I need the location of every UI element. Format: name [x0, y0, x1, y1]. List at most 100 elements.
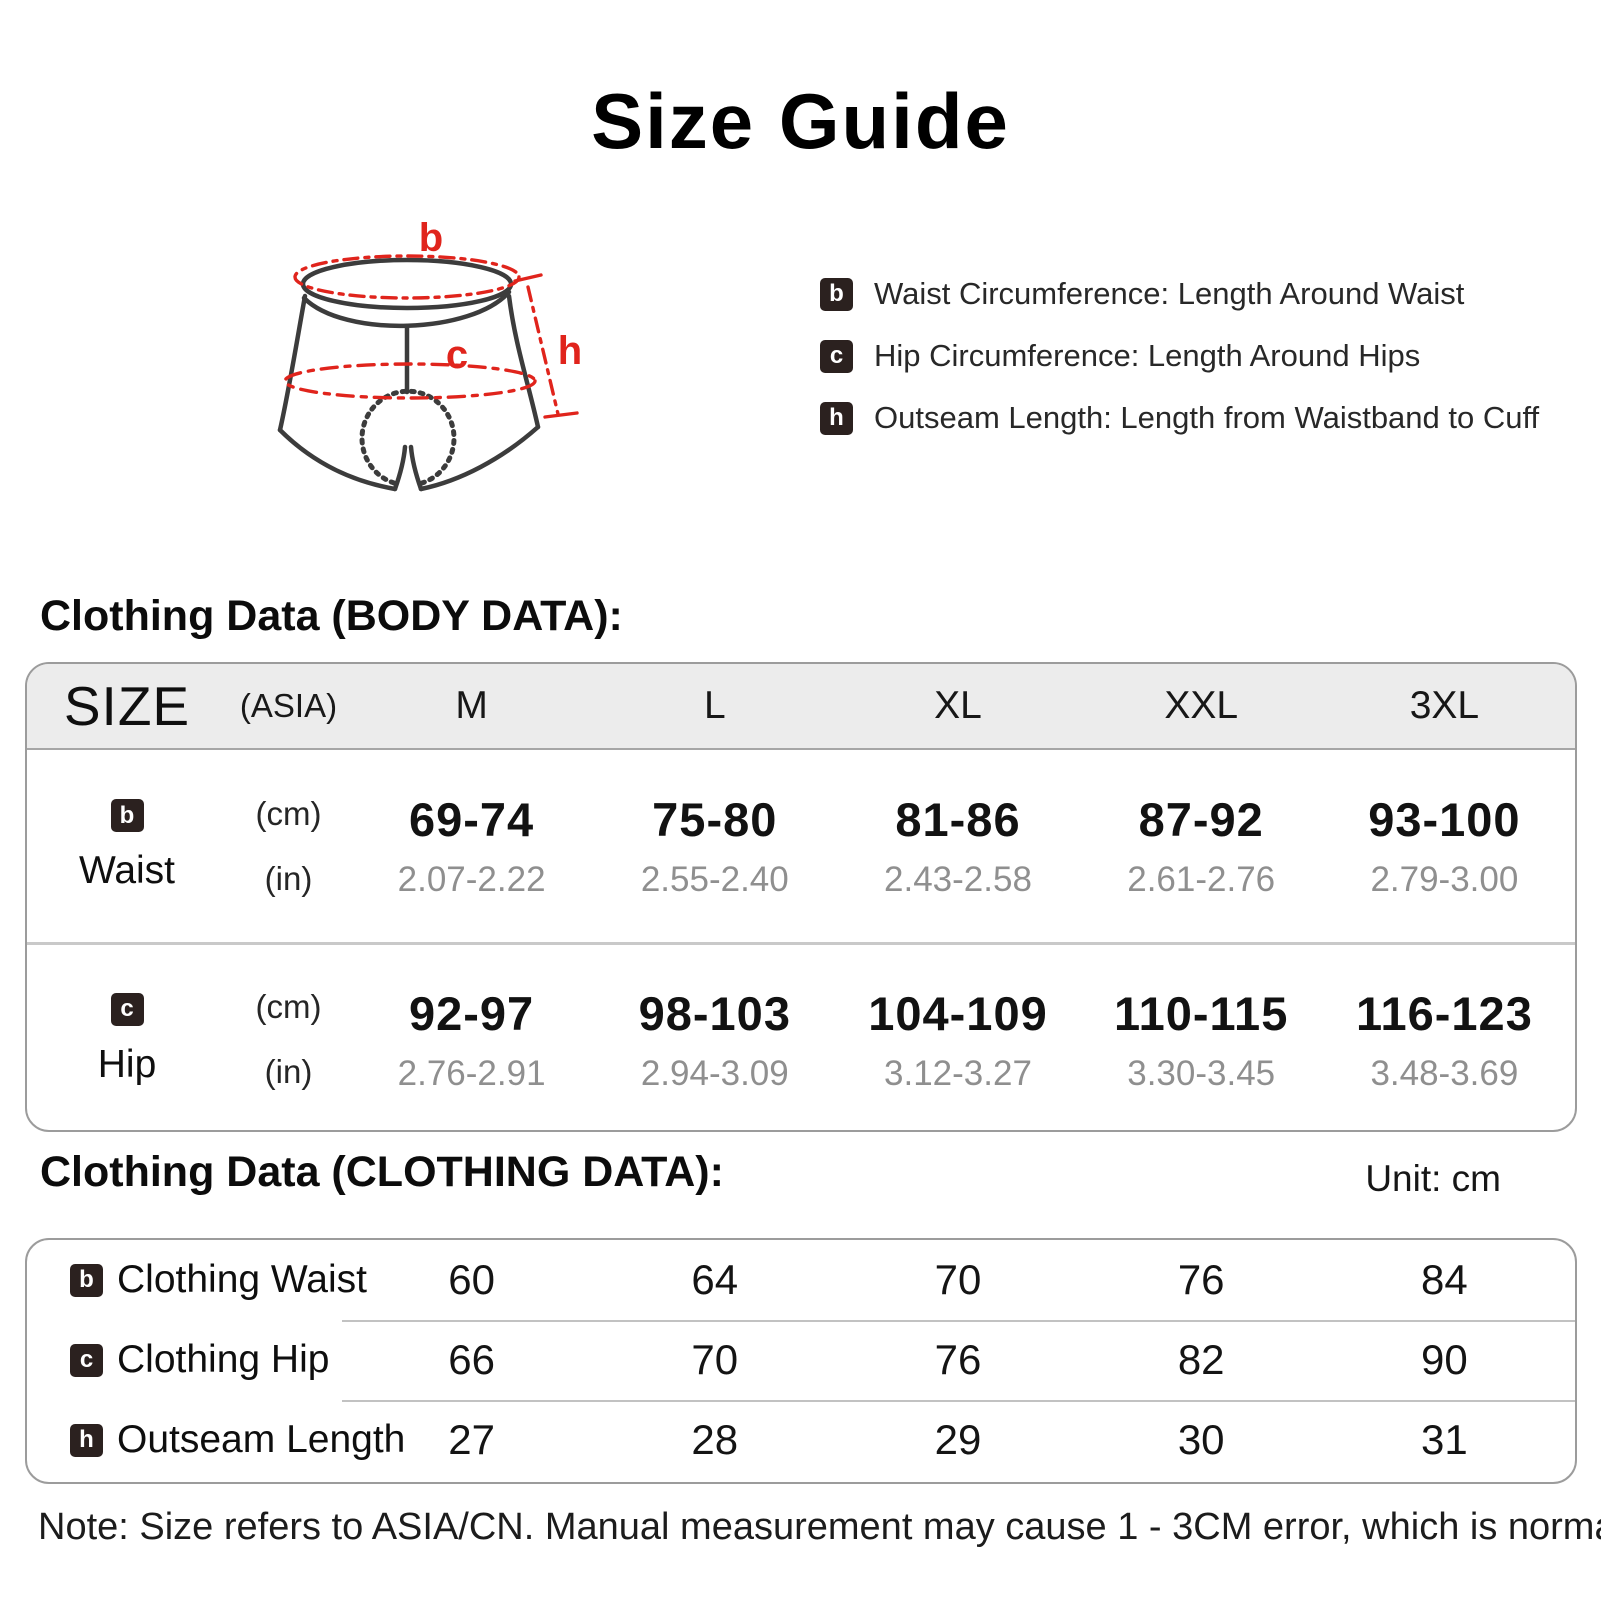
chamois-pad-stitching [359, 388, 457, 486]
hip-m-in: 2.76-2.91 [397, 1053, 546, 1093]
shorts-diagram-svg: b c h [277, 216, 582, 492]
legend-item-waist: b Waist Circumference: Length Around Wai… [820, 274, 1580, 314]
outseam-length-row: h Outseam Length 27 28 29 30 31 [27, 1400, 1575, 1480]
hip-l-in: 2.94-3.09 [640, 1053, 789, 1093]
hip-xl-cell: 104-109 3.12-3.27 [836, 986, 1079, 1094]
waist-m-in: 2.07-2.22 [397, 860, 546, 899]
outseam-measure-label: h [558, 329, 582, 373]
legend-outseam-text: Outseam Length: Length from Waistband to… [874, 400, 1540, 435]
hip-badge-icon: c [110, 992, 144, 1026]
waist-l-cell: 75-80 2.55-2.40 [593, 792, 836, 900]
waist-xl-in: 2.43-2.58 [884, 860, 1032, 899]
outseam-length-xxl: 30 [1177, 1416, 1225, 1463]
hip-xl-cm: 104-109 [868, 986, 1048, 1040]
clothing-hip-m: 66 [448, 1336, 495, 1383]
waist-badge-icon: b [70, 1263, 103, 1297]
outseam-tick-top [513, 273, 543, 283]
clothing-waist-xxl: 76 [1177, 1256, 1225, 1303]
unit-cm: (cm) [255, 988, 322, 1025]
hip-m-cm: 92-97 [408, 986, 535, 1040]
waist-m-cm: 69-74 [408, 793, 535, 846]
outseam-tick-bottom [543, 411, 579, 419]
hip-label: Hip [97, 1042, 157, 1086]
legend-waist-text: Waist Circumference: Length Around Waist [874, 276, 1465, 311]
hip-measure-ellipse [283, 362, 537, 400]
unit-in: (in) [264, 1053, 313, 1090]
clothing-waist-label-cell: b Clothing Waist [27, 1258, 367, 1302]
hip-row: c Hip (cm) (in) 92-97 2.76-2.91 98-103 2… [27, 942, 1575, 1130]
body-table-header-row: SIZE (ASIA) M L XL XXL 3XL [27, 664, 1575, 750]
page-title: Size Guide [591, 77, 1010, 165]
clothing-hip-row: c Clothing Hip 66 70 76 82 90 [27, 1320, 1575, 1400]
size-column-header: SIZE [63, 675, 191, 737]
waist-row: b Waist (cm) (in) 69-74 2.07-2.22 75-80 … [27, 750, 1575, 942]
waist-label: Waist [78, 849, 176, 892]
clothing-waist-label: Clothing Waist [117, 1258, 367, 1301]
waist-l-cm: 75-80 [652, 793, 778, 846]
hip-m-cell: 92-97 2.76-2.91 [350, 986, 593, 1094]
outseam-length-m: 27 [448, 1416, 495, 1463]
outseam-measure-line [526, 285, 560, 416]
outseam-badge-icon: h [820, 401, 853, 435]
outseam-length-xl: 29 [934, 1416, 982, 1463]
clothing-hip-xl: 76 [934, 1336, 982, 1383]
hip-l-cm: 98-103 [638, 986, 791, 1040]
clothing-waist-l: 64 [691, 1256, 739, 1303]
clothing-waist-xl: 70 [934, 1256, 982, 1303]
size-header-xl: XL [934, 684, 982, 727]
outseam-length-label-cell: h Outseam Length [27, 1418, 405, 1462]
waist-xxl-cell: 87-92 2.61-2.76 [1080, 792, 1323, 900]
waist-badge-icon: b [820, 277, 853, 311]
waist-measure-ellipse [293, 254, 521, 300]
size-header-3xl: 3XL [1409, 684, 1480, 727]
outseam-length-3xl: 31 [1421, 1416, 1468, 1463]
outseam-length-l: 28 [691, 1416, 739, 1463]
waist-3xl-cm: 93-100 [1368, 793, 1521, 846]
hip-measure-label: c [446, 333, 468, 377]
clothing-hip-l: 70 [691, 1336, 739, 1383]
waist-row-label: b Waist [27, 799, 227, 893]
clothing-hip-xxl: 82 [1177, 1336, 1225, 1383]
waist-measure-label: b [419, 216, 443, 260]
waist-xl-cell: 81-86 2.43-2.58 [836, 792, 1079, 900]
clothing-waist-3xl: 84 [1421, 1256, 1468, 1303]
hip-3xl-cm: 116-123 [1355, 986, 1533, 1040]
body-data-table: SIZE (ASIA) M L XL XXL 3XL b Waist (cm) … [25, 662, 1577, 1132]
legend-item-hip: c Hip Circumference: Length Around Hips [820, 336, 1580, 376]
unit-note: Unit: cm [1365, 1158, 1501, 1199]
hip-xl-in: 3.12-3.27 [884, 1053, 1032, 1093]
hip-xxl-cm: 110-115 [1114, 986, 1289, 1040]
shorts-outline [277, 257, 541, 492]
clothing-hip-3xl: 90 [1421, 1336, 1468, 1383]
hip-3xl-in: 3.48-3.69 [1370, 1053, 1519, 1093]
size-header-xxl: XXL [1164, 684, 1239, 727]
unit-in: (in) [264, 859, 313, 897]
hip-3xl-cell: 116-123 3.48-3.69 [1323, 986, 1566, 1094]
size-header-m: M [455, 684, 488, 727]
waist-units: (cm) (in) [227, 795, 350, 898]
region-column-header: (ASIA) [239, 687, 338, 724]
hip-badge-icon: c [820, 339, 853, 373]
body-data-heading: Clothing Data (BODY DATA): [40, 592, 623, 640]
waist-3xl-cell: 93-100 2.79-3.00 [1323, 792, 1566, 900]
clothing-hip-label-cell: c Clothing Hip [27, 1338, 350, 1382]
clothing-hip-label: Clothing Hip [117, 1338, 330, 1381]
waist-xl-cm: 81-86 [895, 793, 1021, 846]
waist-m-cell: 69-74 2.07-2.22 [350, 792, 593, 900]
hip-row-label: c Hip [27, 992, 227, 1087]
waist-3xl-in: 2.79-3.00 [1370, 860, 1519, 899]
shorts-measurement-diagram: b c h [244, 196, 674, 536]
clothing-data-table: b Clothing Waist 60 64 70 76 84 c Clothi… [25, 1238, 1577, 1484]
waist-xxl-cm: 87-92 [1138, 793, 1264, 846]
hip-l-cell: 98-103 2.94-3.09 [593, 986, 836, 1094]
unit-cm: (cm) [255, 794, 322, 832]
legend-hip-text: Hip Circumference: Length Around Hips [874, 338, 1421, 373]
clothing-waist-row: b Clothing Waist 60 64 70 76 84 [27, 1240, 1575, 1320]
measurement-legend: b Waist Circumference: Length Around Wai… [820, 274, 1580, 460]
measurement-note: Note: Size refers to ASIA/CN. Manual mea… [38, 1506, 1601, 1548]
waist-xxl-in: 2.61-2.76 [1127, 860, 1276, 899]
hip-units: (cm) (in) [227, 988, 350, 1091]
clothing-data-heading: Clothing Data (CLOTHING DATA): [40, 1148, 724, 1196]
hip-badge-icon: c [70, 1343, 103, 1377]
measurement-lines [283, 254, 579, 419]
